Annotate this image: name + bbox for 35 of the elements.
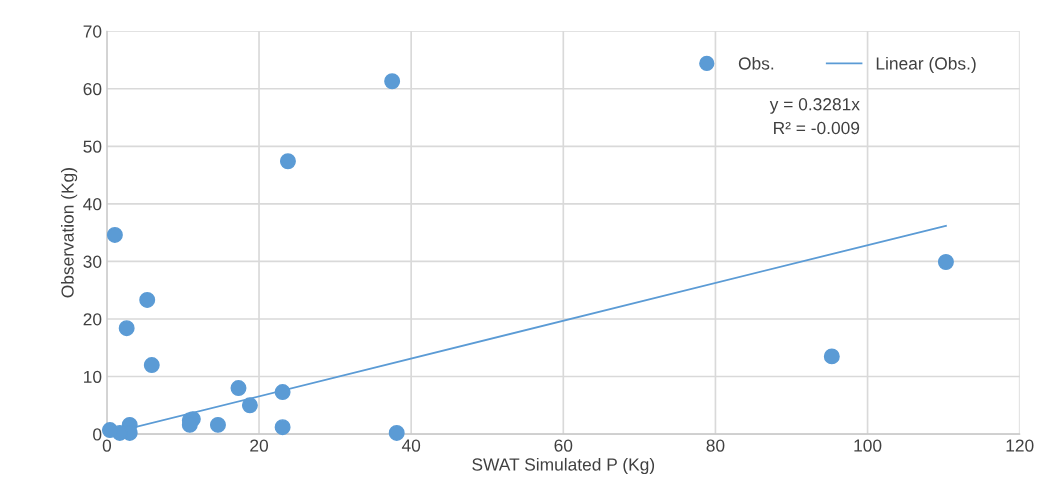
y-tick-label: 20 xyxy=(83,313,102,326)
x-tick-label: 0 xyxy=(102,439,112,452)
point xyxy=(241,397,258,414)
y-tick-label: 50 xyxy=(83,140,102,153)
x-tick-label: 100 xyxy=(854,439,882,452)
x-tick-label: 120 xyxy=(1006,439,1034,452)
x-tick-label: 60 xyxy=(554,439,573,452)
legend-label: Obs. xyxy=(738,56,774,70)
point xyxy=(118,320,135,337)
point xyxy=(209,416,226,433)
annotation: y = 0.3281x R² = -0.009 xyxy=(769,98,860,135)
y-tick-label: 60 xyxy=(83,82,102,96)
y-tick-label: 10 xyxy=(84,370,102,383)
x-tick-label: 80 xyxy=(706,439,725,452)
x-axis-title: SWAT Simulated P (Kg) xyxy=(472,457,655,475)
point xyxy=(937,254,954,270)
point xyxy=(274,384,291,401)
point xyxy=(384,73,401,90)
point xyxy=(230,380,247,397)
point xyxy=(823,348,840,365)
y-tick-label: 0 xyxy=(93,428,102,441)
y-axis-title: Observation (Kg) xyxy=(60,168,78,298)
x-tick-label: 40 xyxy=(401,439,421,452)
point xyxy=(101,422,118,439)
y-tick-label: 70 xyxy=(83,25,102,38)
legend-label: Linear (Obs.) xyxy=(876,56,976,74)
point xyxy=(388,424,405,441)
point xyxy=(274,419,291,436)
point xyxy=(143,357,160,373)
point xyxy=(279,153,296,170)
point xyxy=(106,226,123,243)
y-tick-label: 40 xyxy=(83,198,102,211)
y-tick-label: 30 xyxy=(83,255,102,268)
point xyxy=(139,292,156,308)
x-tick-label: 20 xyxy=(250,439,269,452)
